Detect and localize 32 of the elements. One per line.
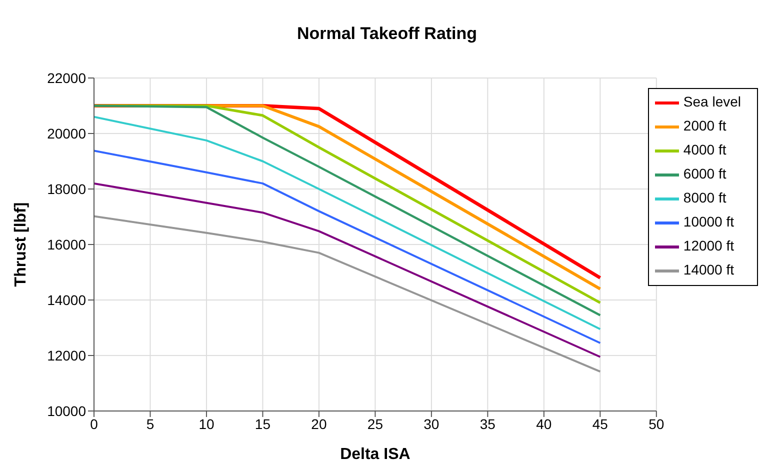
y-tick-label: 12000 xyxy=(47,347,86,364)
y-tick-label: 10000 xyxy=(47,402,86,419)
x-tick-label: 0 xyxy=(90,416,98,432)
x-tick-label: 25 xyxy=(367,416,384,432)
y-tick-label: 20000 xyxy=(47,125,86,142)
legend-label: 6000 ft xyxy=(683,166,726,182)
x-tick-label: 50 xyxy=(648,416,664,432)
legend-label: Sea level xyxy=(683,94,741,110)
x-tick-label: 20 xyxy=(311,416,327,432)
x-tick-label: 45 xyxy=(592,416,608,432)
line-series xyxy=(94,215,602,373)
legend-label: 2000 ft xyxy=(683,118,726,134)
line-series xyxy=(94,150,602,344)
y-tick-label: 14000 xyxy=(47,292,86,308)
y-tick-label: 16000 xyxy=(47,236,86,252)
x-tick-label: 30 xyxy=(424,416,440,432)
x-tick-label: 35 xyxy=(480,416,496,432)
y-axis-title: Thrust [lbf] xyxy=(12,202,30,287)
x-tick-label: 15 xyxy=(254,416,271,432)
x-tick-label: 40 xyxy=(536,416,552,432)
legend-label: 14000 ft xyxy=(683,262,734,278)
x-tick-label: 5 xyxy=(146,416,154,432)
line-series xyxy=(94,182,602,358)
chart-title: Normal Takeoff Rating xyxy=(296,23,478,45)
legend-label: 12000 ft xyxy=(683,238,734,254)
legend-label: 4000 ft xyxy=(683,142,726,158)
legend-label: 10000 ft xyxy=(683,214,734,230)
y-tick-label: 18000 xyxy=(47,180,86,197)
y-tick-label: 22000 xyxy=(47,70,86,86)
x-tick-label: 10 xyxy=(198,416,214,432)
x-axis-title: Delta ISA xyxy=(340,446,411,463)
legend-label: 8000 ft xyxy=(683,190,726,206)
